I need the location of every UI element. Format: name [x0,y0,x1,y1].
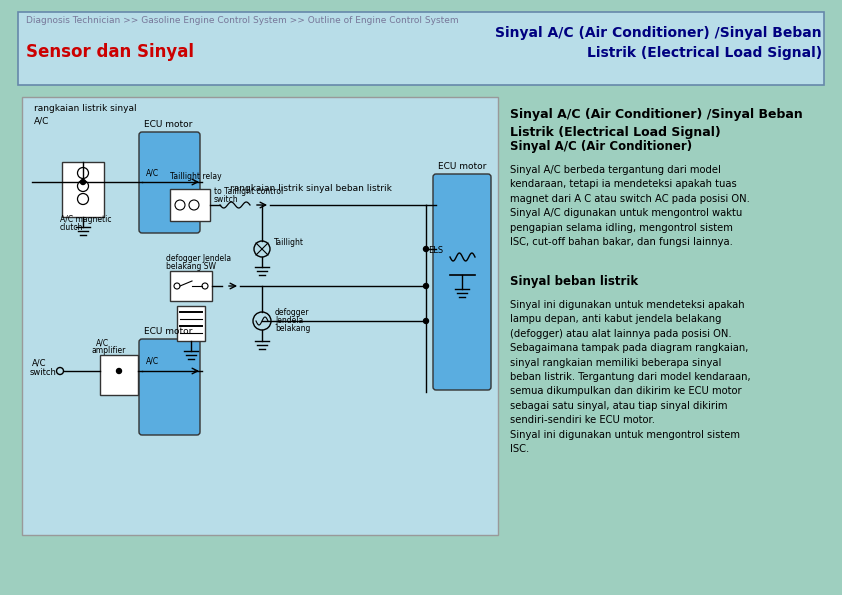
FancyBboxPatch shape [170,189,210,221]
Text: amplifier: amplifier [92,346,126,355]
FancyBboxPatch shape [22,97,498,535]
Text: defogger Jendela: defogger Jendela [166,254,231,263]
FancyBboxPatch shape [62,162,104,217]
Text: belakang SW: belakang SW [166,262,216,271]
Text: Jendela: Jendela [275,316,303,325]
Text: belakang: belakang [275,324,311,333]
Text: Sinyal beban listrik: Sinyal beban listrik [510,275,638,288]
FancyBboxPatch shape [100,355,138,395]
Circle shape [116,368,121,374]
Text: A/C: A/C [146,168,159,177]
Text: ELS: ELS [428,246,443,255]
Text: A/C: A/C [146,357,159,366]
Text: Sensor dan Sinyal: Sensor dan Sinyal [26,43,194,61]
Text: rangkaian listrik sinyal: rangkaian listrik sinyal [34,104,136,113]
FancyBboxPatch shape [139,132,200,233]
Circle shape [81,180,86,184]
Circle shape [424,283,429,289]
Text: ECU motor: ECU motor [144,327,192,336]
Text: Taillight relay: Taillight relay [170,172,221,181]
FancyBboxPatch shape [139,339,200,435]
Text: clutch: clutch [60,223,83,232]
FancyBboxPatch shape [170,271,212,301]
Text: ECU motor: ECU motor [144,120,192,129]
Text: Sinyal A/C (Air Conditioner): Sinyal A/C (Air Conditioner) [510,140,692,153]
Text: A/C: A/C [34,117,50,126]
Circle shape [424,246,429,252]
Text: rangkaian listrik sinyal beban listrik: rangkaian listrik sinyal beban listrik [230,184,392,193]
Text: Sinyal ini digunakan untuk mendeteksi apakah
lampu depan, anti kabut jendela bel: Sinyal ini digunakan untuk mendeteksi ap… [510,300,750,454]
Text: to Taillight control: to Taillight control [214,187,283,196]
FancyBboxPatch shape [177,306,205,341]
Text: Sinyal A/C berbeda tergantung dari model
kendaraan, tetapi ia mendeteksi apakah : Sinyal A/C berbeda tergantung dari model… [510,165,750,247]
Text: A/C: A/C [96,338,109,347]
Text: Sinyal A/C (Air Conditioner) /Sinyal Beban
Listrik (Electrical Load Signal): Sinyal A/C (Air Conditioner) /Sinyal Beb… [510,108,802,139]
Text: Diagnosis Technician >> Gasoline Engine Control System >> Outline of Engine Cont: Diagnosis Technician >> Gasoline Engine … [26,16,459,25]
Text: A/C: A/C [32,358,46,367]
Text: switch: switch [30,368,57,377]
Text: A/C magnetic: A/C magnetic [60,215,111,224]
Text: Sinyal A/C (Air Conditioner) /Sinyal Beban
Listrik (Electrical Load Signal): Sinyal A/C (Air Conditioner) /Sinyal Beb… [495,26,822,60]
Text: Taillight: Taillight [274,238,304,247]
FancyBboxPatch shape [433,174,491,390]
Text: defogger: defogger [275,308,310,317]
Text: ECU motor: ECU motor [438,162,487,171]
FancyBboxPatch shape [18,12,824,85]
Circle shape [424,318,429,324]
Text: switch: switch [214,195,238,204]
